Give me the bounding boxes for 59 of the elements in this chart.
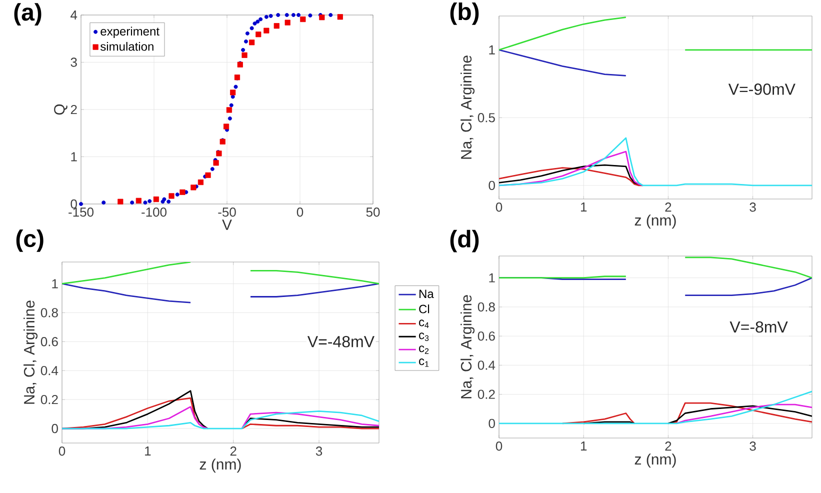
y-axis-title: Na, Cl, Arginine xyxy=(24,300,38,404)
y-tick-label: 2 xyxy=(70,104,77,114)
x-tick-label: 3 xyxy=(750,202,756,212)
y-tick-label: 0 xyxy=(488,418,495,428)
x-axis-title: V xyxy=(222,220,232,230)
x-tick-label: -50 xyxy=(218,208,236,217)
x-tick-label: 50 xyxy=(366,208,380,217)
chart-title: (d) xyxy=(450,230,479,252)
x-tick-label: 3 xyxy=(750,442,756,451)
y-tick-label: 0.8 xyxy=(40,308,58,318)
x-tick-label: 0 xyxy=(296,208,304,217)
x-axis-title: z (nm) xyxy=(634,214,676,229)
x-tick-label: -100 xyxy=(142,208,167,217)
y-tick-label: 1 xyxy=(71,152,77,162)
y-tick-label: 0.4 xyxy=(478,360,496,370)
y-tick-label: 3 xyxy=(70,58,77,67)
legend-label: c$_{2}$ xyxy=(419,346,429,354)
chart-title: (c) xyxy=(16,229,44,252)
y-tick-label: 0 xyxy=(52,424,58,434)
y-axis-title: Na, Cl, Arginine xyxy=(460,56,475,159)
y-tick-label: 0.2 xyxy=(40,394,58,404)
legend-label: c$_{4}$ xyxy=(419,320,429,328)
legend-label: Cl xyxy=(419,304,430,314)
legend-label: Na xyxy=(420,290,434,298)
legend-label: c$_{3}$ xyxy=(419,332,429,341)
x-tick-label: 1 xyxy=(145,446,151,456)
x-tick-label: 2 xyxy=(230,446,236,456)
y-axis-title: Na, Cl, Arginine xyxy=(460,295,475,398)
x-axis-title: z (nm) xyxy=(634,454,676,468)
x-tick-label: 1 xyxy=(580,442,587,450)
y-tick-label: 0.5 xyxy=(478,113,495,122)
y-tick-label: 1 xyxy=(489,45,495,54)
y-tick-label: 0.2 xyxy=(478,390,495,399)
y-tick-label: 4 xyxy=(70,10,78,20)
legend-label: experiment xyxy=(100,26,160,38)
x-tick-label: 2 xyxy=(665,202,672,212)
y-axis-title: Q xyxy=(54,104,68,115)
x-axis-title: z (nm) xyxy=(200,458,241,473)
legend-label: c$_{1}$ xyxy=(419,358,429,367)
y-tick-label: 0.4 xyxy=(40,366,58,376)
x-tick-label: 1 xyxy=(580,202,587,212)
y-tick-label: 0 xyxy=(488,180,495,190)
legend-label: simulation xyxy=(100,42,154,51)
x-tick-label: 0 xyxy=(496,442,502,451)
chart-title: (b) xyxy=(450,2,479,25)
y-tick-label: 0.6 xyxy=(478,331,495,341)
y-tick-label: 1 xyxy=(489,273,495,282)
x-tick-label: 0 xyxy=(58,446,66,456)
chart-title: (a) xyxy=(14,3,42,26)
annotation: V=-8mV xyxy=(730,321,788,333)
y-tick-label: 1 xyxy=(52,279,58,288)
x-tick-label: 0 xyxy=(496,202,502,212)
x-tick-label: -150 xyxy=(68,208,94,217)
annotation: V=-48mV xyxy=(307,336,374,348)
x-tick-label: 3 xyxy=(316,446,322,456)
y-tick-label: 0.6 xyxy=(40,337,58,346)
annotation: V=-90mV xyxy=(728,84,796,95)
y-tick-label: 0.8 xyxy=(478,302,495,312)
x-tick-label: 2 xyxy=(665,442,672,451)
